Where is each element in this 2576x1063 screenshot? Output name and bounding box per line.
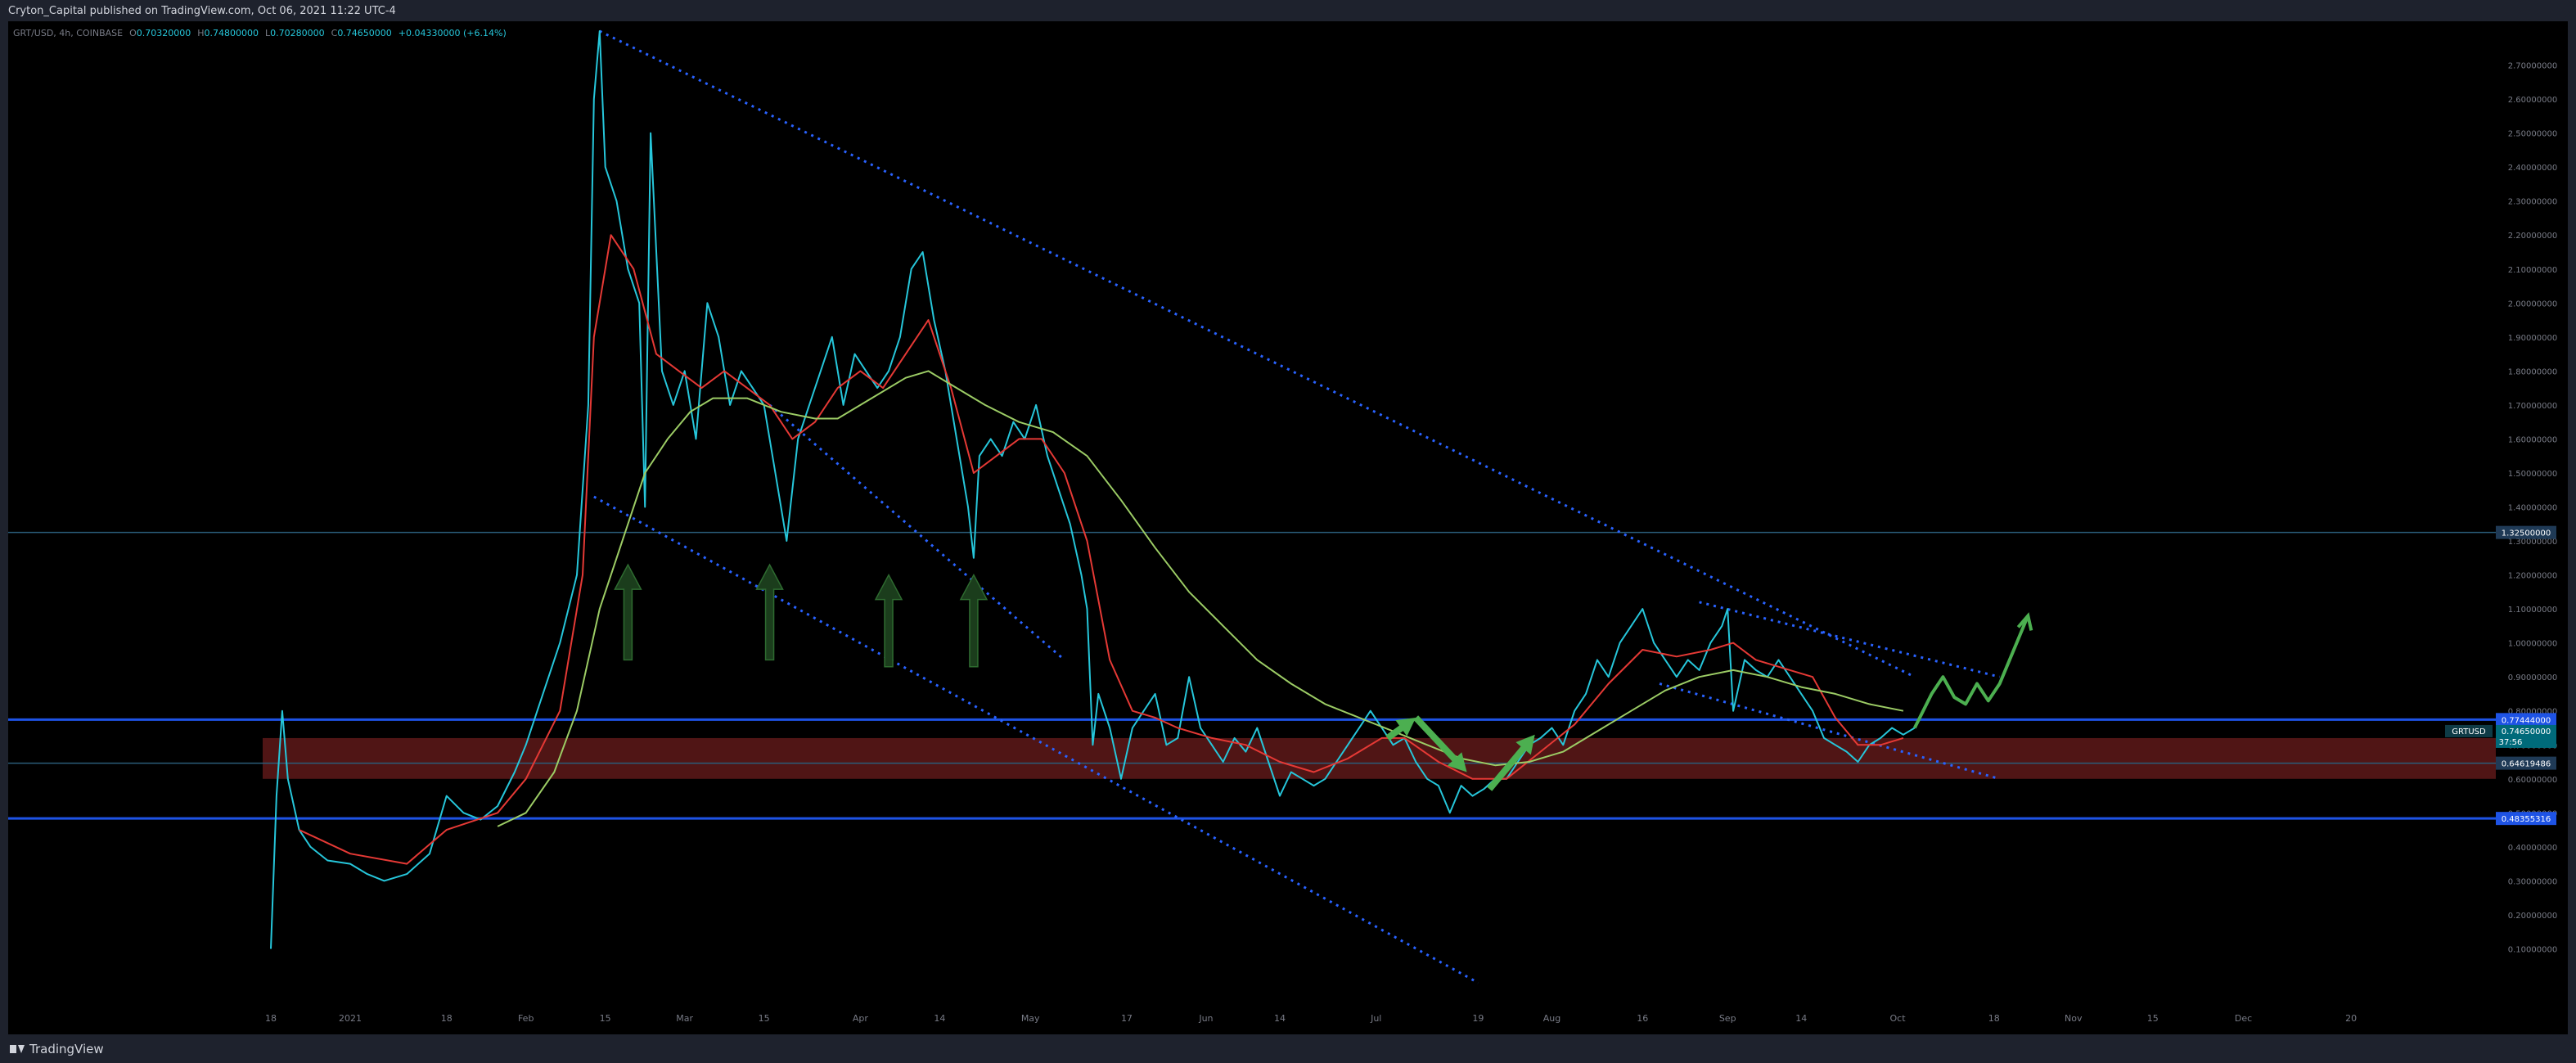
trendline-3 bbox=[1699, 601, 2001, 678]
symbol-badge: GRTUSD bbox=[2452, 727, 2486, 736]
projection-arrowhead bbox=[2016, 612, 2033, 631]
annotation-arrow-0 bbox=[1385, 718, 1416, 741]
y-tick-label-10: 1.10000000 bbox=[2508, 606, 2557, 615]
y-tick-label-9: 1.00000000 bbox=[2508, 640, 2557, 649]
level-label-0: 1.32500000 bbox=[2502, 529, 2551, 538]
brand-label: TradingView bbox=[29, 1042, 104, 1056]
annotation-arrow-2 bbox=[1487, 734, 1535, 791]
x-tick-label-9: May bbox=[1021, 1013, 1040, 1024]
x-tick-label-8: 14 bbox=[934, 1013, 945, 1024]
price-chart[interactable]: 0.10000000 0.20000000 0.30000000 0.40000000… bbox=[8, 21, 2568, 1034]
x-tick-label-24: 20 bbox=[2345, 1013, 2357, 1024]
series-ma_slow bbox=[497, 370, 1904, 827]
up-arrow-0 bbox=[614, 563, 642, 661]
trendline-2 bbox=[768, 403, 1065, 661]
up-arrow-3 bbox=[959, 573, 989, 668]
x-tick-label-16: 16 bbox=[1637, 1013, 1648, 1024]
x-tick-label-22: 15 bbox=[2147, 1013, 2159, 1024]
tradingview-logo[interactable]: TradingView bbox=[10, 1042, 104, 1056]
x-tick-label-12: 14 bbox=[1274, 1013, 1286, 1024]
y-tick-label-7: 0.80000000 bbox=[2508, 708, 2557, 717]
x-tick-label-1: 2021 bbox=[339, 1013, 362, 1024]
high-label: H bbox=[197, 28, 205, 38]
y-tick-label-17: 1.80000000 bbox=[2508, 367, 2557, 376]
support-zone bbox=[263, 737, 2496, 779]
level-label-bg-3 bbox=[2496, 812, 2556, 826]
open-value: 0.70320000 bbox=[136, 28, 191, 38]
up-arrow-1 bbox=[755, 563, 784, 661]
level-label-bg-0 bbox=[2496, 525, 2556, 539]
x-tick-label-10: 17 bbox=[1121, 1013, 1133, 1024]
close-value: 0.74650000 bbox=[337, 28, 392, 38]
y-tick-label-16: 1.70000000 bbox=[2508, 402, 2557, 411]
y-tick-label-13: 1.40000000 bbox=[2508, 504, 2557, 513]
low-label: L bbox=[265, 28, 271, 38]
series-ma_fast bbox=[299, 234, 1904, 865]
level-label-bg-2 bbox=[2496, 756, 2556, 770]
x-tick-label-19: Oct bbox=[1889, 1013, 1906, 1024]
high-value: 0.74800000 bbox=[204, 28, 259, 38]
x-tick-label-6: 15 bbox=[759, 1013, 770, 1024]
annotation-arrow-1 bbox=[1413, 715, 1467, 772]
y-tick-label-19: 2.00000000 bbox=[2508, 300, 2557, 309]
y-tick-label-21: 2.20000000 bbox=[2508, 232, 2557, 241]
symbol-label: GRT/USD, 4h, COINBASE bbox=[13, 28, 124, 38]
y-tick-label-18: 1.90000000 bbox=[2508, 334, 2557, 343]
current-price-label: 0.74650000 bbox=[2502, 727, 2551, 736]
x-tick-label-13: Jul bbox=[1370, 1013, 1381, 1024]
close-label: C bbox=[331, 28, 338, 38]
trendline-0 bbox=[599, 29, 1916, 678]
y-tick-label-0: 0.10000000 bbox=[2508, 945, 2557, 954]
x-tick-label-11: Jun bbox=[1198, 1013, 1213, 1024]
open-label: O bbox=[129, 28, 137, 38]
y-tick-label-25: 2.60000000 bbox=[2508, 96, 2557, 105]
symbol-badge-bg bbox=[2445, 724, 2493, 737]
y-tick-label-22: 2.30000000 bbox=[2508, 198, 2557, 207]
up-arrow-2 bbox=[874, 573, 903, 668]
change-value: +0.04330000 (+6.14%) bbox=[398, 28, 507, 38]
level-label-2: 0.64619486 bbox=[2502, 760, 2551, 769]
x-tick-label-0: 18 bbox=[265, 1013, 277, 1024]
publisher-line: Cryton_Capital published on TradingView.… bbox=[8, 5, 396, 17]
x-tick-label-4: 15 bbox=[600, 1013, 611, 1024]
publisher-bar: Cryton_Capital published on TradingView.… bbox=[0, 0, 2576, 21]
chart-legend: GRT/USD, 4h, COINBASE O0.70320000 H0.748… bbox=[13, 28, 507, 38]
countdown-label: 37:56 bbox=[2499, 738, 2523, 747]
level-label-3: 0.48355316 bbox=[2502, 815, 2551, 824]
x-tick-label-20: 18 bbox=[1988, 1013, 2000, 1024]
low-value: 0.70280000 bbox=[270, 28, 325, 38]
y-tick-label-20: 2.10000000 bbox=[2508, 266, 2557, 275]
y-tick-label-24: 2.50000000 bbox=[2508, 130, 2557, 139]
y-tick-label-14: 1.50000000 bbox=[2508, 470, 2557, 479]
y-tick-label-1: 0.20000000 bbox=[2508, 912, 2557, 921]
y-tick-label-12: 1.30000000 bbox=[2508, 538, 2557, 547]
y-tick-label-26: 2.70000000 bbox=[2508, 62, 2557, 71]
y-tick-label-11: 1.20000000 bbox=[2508, 572, 2557, 581]
x-tick-label-21: Nov bbox=[2065, 1013, 2083, 1024]
level-label-1: 0.77444000 bbox=[2502, 716, 2551, 725]
level-label-bg-1 bbox=[2496, 713, 2556, 727]
series-projection bbox=[1913, 615, 2030, 729]
x-tick-label-18: 14 bbox=[1795, 1013, 1807, 1024]
x-tick-label-15: Aug bbox=[1543, 1013, 1560, 1024]
series-price bbox=[270, 30, 1916, 949]
x-tick-label-23: Dec bbox=[2235, 1013, 2252, 1024]
chart-area[interactable]: 0.10000000 0.20000000 0.30000000 0.40000000… bbox=[8, 21, 2568, 1034]
x-tick-label-5: Mar bbox=[676, 1013, 693, 1024]
x-tick-label-17: Sep bbox=[1719, 1013, 1736, 1024]
x-tick-label-14: 19 bbox=[1472, 1013, 1484, 1024]
y-tick-label-2: 0.30000000 bbox=[2508, 877, 2557, 886]
x-tick-label-7: Apr bbox=[853, 1013, 869, 1024]
y-tick-label-3: 0.40000000 bbox=[2508, 844, 2557, 853]
current-price-badge-bg bbox=[2496, 724, 2556, 748]
x-tick-label-2: 18 bbox=[441, 1013, 453, 1024]
y-tick-label-8: 0.90000000 bbox=[2508, 673, 2557, 682]
footer-bar bbox=[0, 1034, 2576, 1063]
y-tick-label-5: 0.60000000 bbox=[2508, 776, 2557, 785]
y-tick-label-15: 1.60000000 bbox=[2508, 435, 2557, 444]
tradingview-logo-icon bbox=[10, 1045, 25, 1053]
trendline-1 bbox=[593, 495, 1479, 984]
x-tick-label-3: Feb bbox=[518, 1013, 534, 1024]
y-tick-label-23: 2.40000000 bbox=[2508, 164, 2557, 173]
